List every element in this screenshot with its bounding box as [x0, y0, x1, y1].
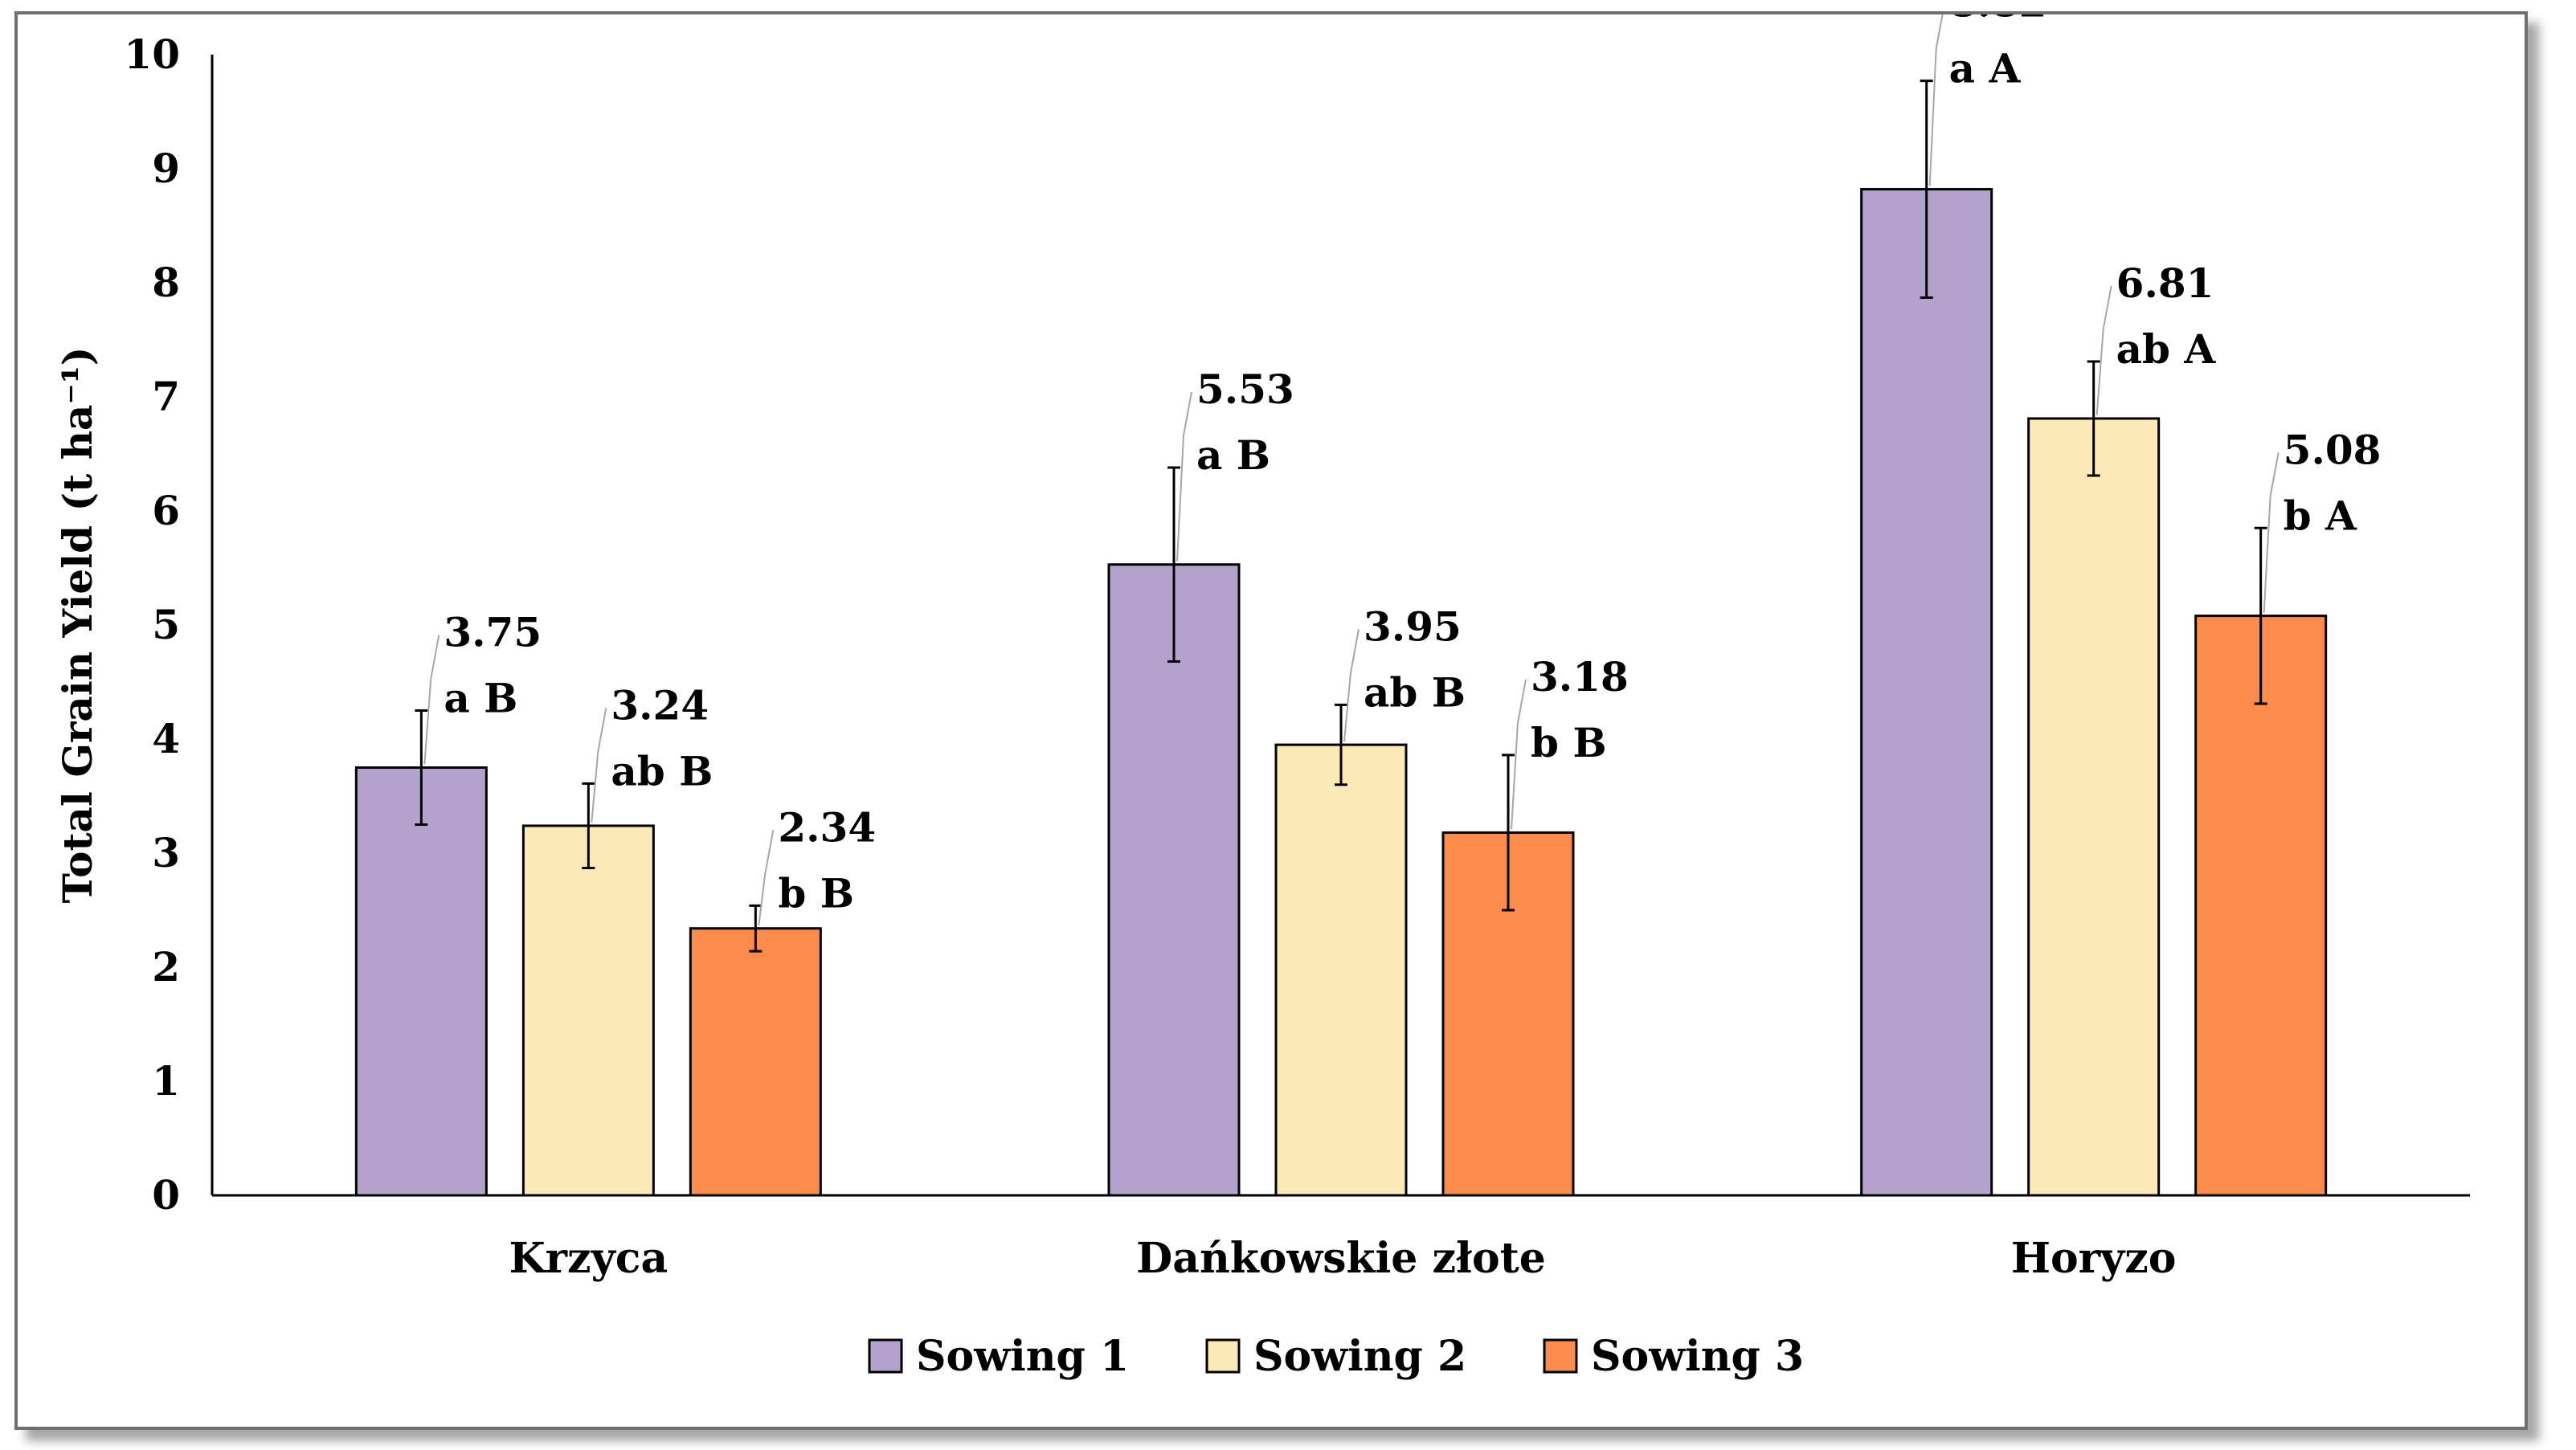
label-leader-line [2096, 285, 2112, 416]
bar [2194, 615, 2328, 1197]
y-tick-label: 6 [152, 487, 180, 534]
y-tick-label: 2 [152, 943, 180, 990]
bar-chart: 0 1 2 3 4 5 6 7 8 9 10 Krzyca Dańkowskie złote Horyzo… [54, 14, 2470, 1381]
legend-swatch [868, 1338, 903, 1374]
x-tick-label: Horyzo [2011, 1234, 2177, 1283]
y-axis-label: Total Grain Yield (t ha⁻¹) [54, 347, 101, 904]
y-tick-label: 9 [152, 145, 180, 192]
data-label-letters: b A [2284, 492, 2357, 539]
bar [1274, 743, 1408, 1197]
label-leader-line [1928, 14, 1944, 186]
label-leader-line [591, 708, 607, 823]
data-label-value: 5.53 [1196, 366, 1294, 413]
label-leader-line [1176, 391, 1192, 562]
data-label-letters: a B [444, 675, 517, 722]
data-label-value: 3.95 [1364, 602, 1462, 650]
axes: 0 1 2 3 4 5 6 7 8 9 10 Krzyca Dańkowskie złote Horyzo [124, 31, 2470, 1283]
data-label-letters: ab B [611, 747, 713, 794]
bar [521, 824, 655, 1197]
data-label-value: 3.75 [444, 609, 542, 656]
label-leader-line [423, 635, 440, 765]
label-leader-line [1511, 679, 1527, 830]
data-label-value: 3.24 [611, 681, 709, 729]
bars [354, 80, 2328, 1197]
data-label-letters: b B [778, 869, 854, 917]
label-leader-line [758, 830, 775, 925]
bar [1107, 563, 1241, 1197]
data-label-value: 6.81 [2116, 259, 2214, 307]
x-tick-label: Dańkowskie złote [1136, 1234, 1546, 1283]
data-label-value: 3.18 [1531, 653, 1629, 700]
chart-frame: 0 1 2 3 4 5 6 7 8 9 10 Krzyca Dańkowskie złote Horyzo… [14, 11, 2528, 1430]
y-tick-label: 1 [152, 1057, 180, 1105]
y-tick-label: 8 [152, 259, 180, 306]
label-leader-line [1343, 629, 1360, 742]
y-tick-label: 0 [152, 1171, 180, 1219]
bar [689, 927, 822, 1197]
legend-swatch [1543, 1338, 1578, 1374]
legend-label: Sowing 3 [1591, 1332, 1804, 1381]
legend-label: Sowing 1 [916, 1332, 1129, 1381]
y-tick-label: 10 [124, 31, 180, 78]
data-label-value: 5.08 [2284, 426, 2382, 473]
label-leader-line [2263, 452, 2280, 613]
y-tick-label: 5 [152, 601, 180, 648]
data-label-letters: a B [1196, 431, 1270, 479]
data-label-value: 8.82 [1949, 14, 2047, 27]
x-tick-label: Krzyca [509, 1234, 668, 1283]
bar [2027, 417, 2161, 1197]
data-label-letters: a A [1949, 45, 2022, 92]
legend-label: Sowing 2 [1253, 1332, 1466, 1381]
bar [1860, 188, 1993, 1197]
data-labels: 3.75 a B 3.24 ab B 2.34 b B 5.53 a B 3.95 ab B 3.1… [423, 14, 2382, 925]
y-tick-label: 4 [152, 715, 180, 762]
data-label-letters: ab A [2116, 325, 2217, 373]
bar [354, 766, 488, 1197]
data-label-value: 2.34 [778, 803, 876, 851]
legend-swatch [1205, 1338, 1241, 1374]
y-tick-label: 3 [152, 829, 180, 876]
legend: Sowing 1 Sowing 2 Sowing 3 [868, 1332, 1804, 1381]
y-tick-label: 7 [152, 373, 180, 420]
data-label-letters: b B [1531, 719, 1607, 766]
data-label-letters: ab B [1364, 668, 1466, 716]
